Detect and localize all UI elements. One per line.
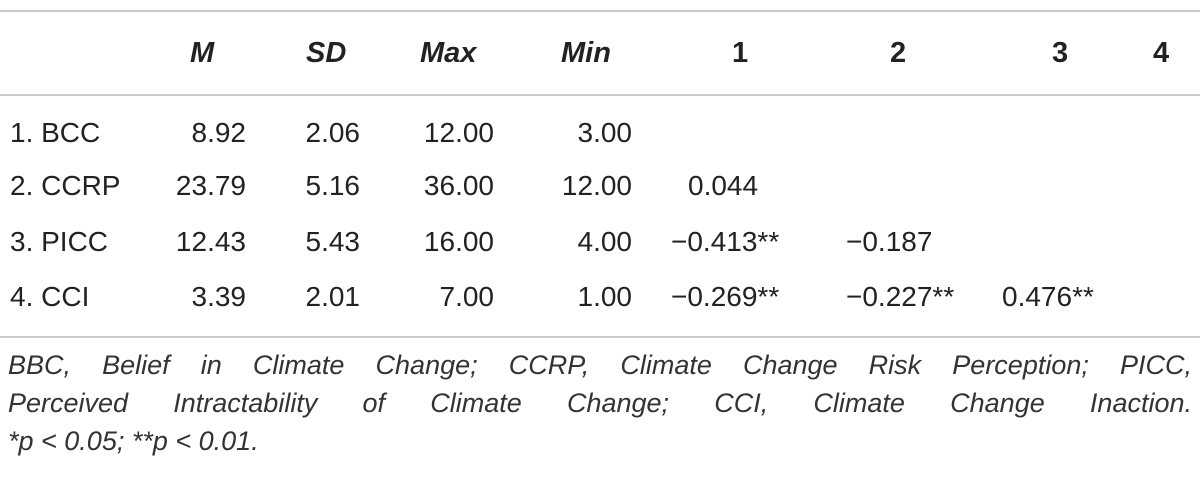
cell-sd: 5.43	[305, 226, 361, 257]
cell-corr-3: 0.476**	[1002, 281, 1094, 312]
footnote-line: BBC, Belief in Climate Change; CCRP, Cli…	[8, 350, 1192, 380]
table-header-rule	[0, 94, 1200, 96]
header-col-1: 1	[732, 37, 749, 69]
cell-corr-2: −0.187	[846, 226, 933, 257]
cell-corr-2: −0.227**	[846, 281, 955, 312]
cell-max: 16.00	[423, 226, 494, 257]
header-sd: SD	[306, 37, 347, 69]
header-m: M	[190, 37, 215, 69]
table-footnote: BBC, Belief in Climate Change; CCRP, Cli…	[8, 346, 1192, 460]
cell-min: 3.00	[577, 117, 633, 148]
cell-min: 1.00	[577, 281, 633, 312]
header-col-3: 3	[1052, 37, 1069, 69]
cell-max: 7.00	[439, 281, 495, 312]
cell-max: 12.00	[423, 117, 494, 148]
cell-min: 12.00	[561, 170, 632, 201]
row-label: 1. BCC	[10, 117, 101, 148]
cell-max: 36.00	[423, 170, 494, 201]
row-label: 4. CCI	[10, 281, 90, 312]
header-col-4: 4	[1153, 37, 1170, 69]
cell-corr-1: −0.269**	[671, 281, 780, 312]
cell-sd: 5.16	[305, 170, 361, 201]
cell-m: 12.43	[175, 226, 246, 257]
header-min: Min	[561, 37, 611, 69]
footnote-line: *p < 0.05; **p < 0.01.	[8, 426, 259, 456]
cell-m: 23.79	[175, 170, 246, 201]
row-label: 2. CCRP	[10, 170, 121, 201]
cell-sd: 2.01	[305, 281, 361, 312]
cell-m: 8.92	[191, 117, 247, 148]
row-label: 3. PICC	[10, 226, 109, 257]
cell-corr-1: 0.044	[688, 170, 759, 201]
footnote-line: Perceived Intractability of Climate Chan…	[8, 388, 1192, 418]
cell-m: 3.39	[191, 281, 247, 312]
cell-min: 4.00	[577, 226, 633, 257]
header-max: Max	[420, 37, 477, 69]
header-col-2: 2	[890, 37, 907, 69]
table-top-rule	[0, 10, 1200, 12]
cell-sd: 2.06	[305, 117, 361, 148]
cell-corr-1: −0.413**	[671, 226, 780, 257]
table-bottom-rule	[0, 336, 1200, 338]
